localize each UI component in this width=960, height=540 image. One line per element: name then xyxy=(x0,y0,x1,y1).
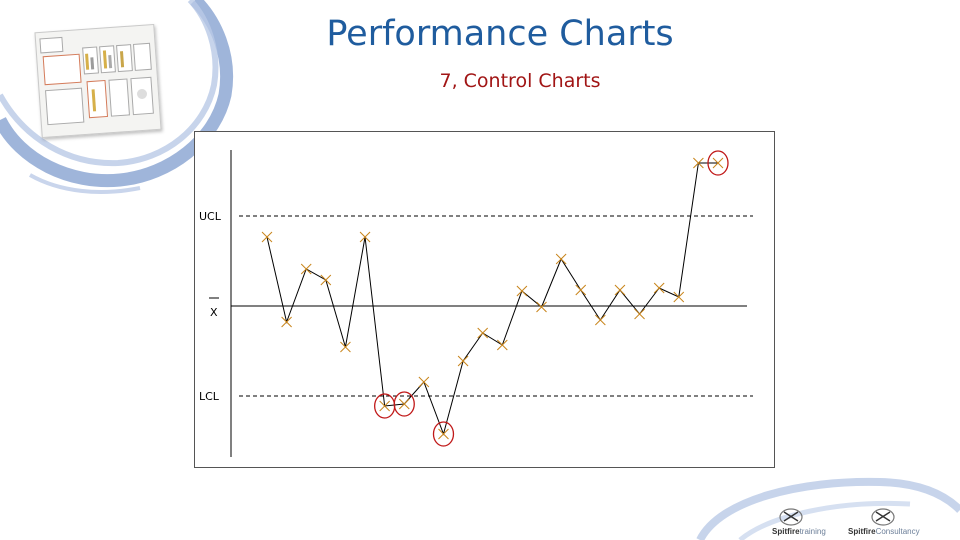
spitfire-consultancy-logo-icon xyxy=(871,508,895,526)
data-point-marker xyxy=(594,314,606,326)
out-of-control-circle xyxy=(432,421,455,447)
lcl-label: LCL xyxy=(199,390,220,403)
data-point-marker xyxy=(673,291,685,303)
data-point-marker xyxy=(457,355,469,367)
corner-swirl-decoration xyxy=(0,0,234,194)
data-point-marker xyxy=(300,263,312,275)
data-point-marker xyxy=(320,274,332,286)
data-point-marker xyxy=(536,301,547,313)
ucl-label: UCL xyxy=(199,210,222,223)
data-point-marker xyxy=(614,284,626,296)
data-point-marker xyxy=(359,231,371,243)
data-series xyxy=(261,150,729,447)
data-point-marker xyxy=(477,327,489,339)
data-point-marker xyxy=(340,341,351,353)
spitfire-training-logo: Spitfiretraining xyxy=(772,527,826,536)
spitfire-consultancy-logo: SpitfireConsultancy xyxy=(848,527,920,536)
data-point-marker xyxy=(575,284,587,296)
data-point-marker xyxy=(516,285,528,297)
data-point-marker xyxy=(418,376,430,388)
data-point-marker xyxy=(653,282,665,294)
data-point-marker xyxy=(261,231,273,243)
data-point-marker xyxy=(438,428,449,440)
page-subtitle: 7, Control Charts xyxy=(439,70,601,92)
data-point-marker xyxy=(555,253,567,265)
data-point-marker xyxy=(712,157,724,169)
data-point-marker xyxy=(379,400,391,412)
whiteboard-thumbnail xyxy=(34,23,162,139)
spitfire-training-logo-icon xyxy=(779,508,803,526)
page-title: Performance Charts xyxy=(326,14,674,54)
control-chart-frame xyxy=(194,131,775,468)
data-point-marker xyxy=(693,157,704,169)
mean-label: X xyxy=(210,306,218,319)
bottom-swirl-decoration xyxy=(696,477,960,540)
series-line xyxy=(266,162,718,436)
footer-logos: Spitfiretraining SpitfireConsultancy xyxy=(700,500,950,540)
out-of-control-circle xyxy=(393,391,415,417)
out-of-control-circle xyxy=(707,150,729,176)
data-point-marker xyxy=(398,398,410,410)
data-point-marker xyxy=(634,308,645,320)
data-point-marker xyxy=(281,316,292,328)
data-point-marker xyxy=(496,339,508,351)
